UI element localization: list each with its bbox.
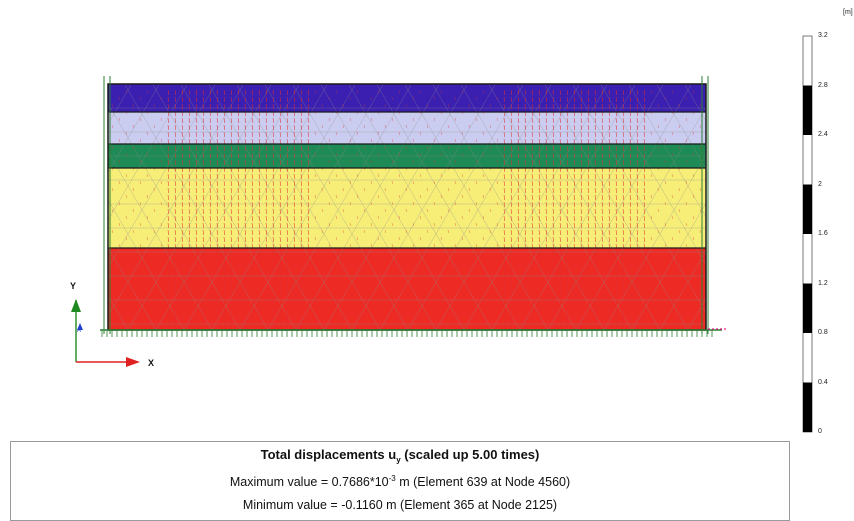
mesh-line <box>0 84 104 330</box>
caption-title-rest: (scaled up 5.00 times) <box>401 447 540 462</box>
max-value-prefix: Maximum value = 0.7686*10 <box>230 475 389 489</box>
mesh-line <box>716 84 854 330</box>
z-axis-label: A <box>77 328 81 334</box>
scale-tick-label: 3.2 <box>818 32 828 39</box>
mesh-line <box>0 84 72 330</box>
legend-scale-bar <box>803 36 812 432</box>
scale-bar-segment <box>803 185 812 235</box>
y-axis-arrow-icon <box>71 299 81 312</box>
mesh-line <box>0 84 16 330</box>
mesh-line <box>828 84 854 330</box>
scale-bar-segment <box>803 383 812 433</box>
mesh-line <box>0 84 100 330</box>
mesh-line <box>0 84 20 330</box>
scale-tick-label: 2 <box>818 181 822 188</box>
scale-tick-label: 0.8 <box>818 329 828 336</box>
caption-title-main: Total displacements u <box>261 447 397 462</box>
minimum-value-line: Minimum value = -0.1160 m (Element 365 a… <box>11 498 789 512</box>
mesh-line <box>772 84 854 330</box>
maximum-value-line: Maximum value = 0.7686*10-3 m (Element 6… <box>11 474 789 489</box>
y-axis-label: Y <box>70 281 76 291</box>
x-axis-label: X <box>148 358 154 368</box>
scale-tick-label: 0.4 <box>818 379 828 386</box>
scale-tick-label: 2.8 <box>818 82 828 89</box>
max-value-exponent: -3 <box>389 474 396 483</box>
x-axis-arrow-icon <box>126 357 140 367</box>
max-value-suffix: m (Element 639 at Node 4560) <box>396 475 570 489</box>
mesh-line <box>0 84 76 330</box>
scale-bar-segment <box>803 284 812 334</box>
mesh-line <box>741 84 854 330</box>
mesh-line <box>713 84 854 330</box>
mesh-line <box>0 84 44 330</box>
results-caption: Total displacements uy (scaled up 5.00 t… <box>10 441 790 521</box>
mesh-line <box>744 84 854 330</box>
scale-tick-label: 2.4 <box>818 131 828 138</box>
scale-tick-label: 1.6 <box>818 230 828 237</box>
scale-tick-label: 0 <box>818 428 822 435</box>
caption-title: Total displacements uy (scaled up 5.00 t… <box>11 447 789 465</box>
scale-tick-label: 1.2 <box>818 280 828 287</box>
scale-unit-label: [m] <box>843 9 853 16</box>
mesh-line <box>825 84 854 330</box>
scale-bar-segment <box>803 86 812 136</box>
mesh-line <box>0 84 48 330</box>
